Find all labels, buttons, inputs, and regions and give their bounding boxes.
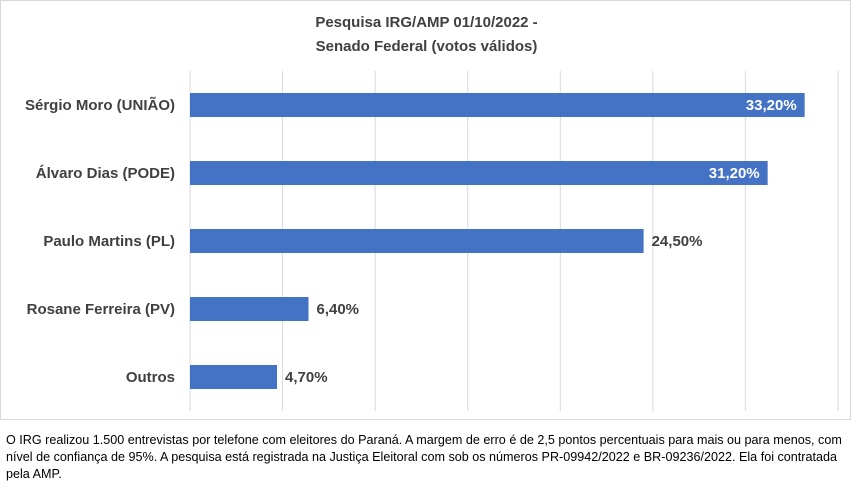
survey-footnote: O IRG realizou 1.500 entrevistas por tel…	[6, 433, 842, 481]
chart-title-line-1: Pesquisa IRG/AMP 01/10/2022 -	[315, 14, 538, 31]
bar	[190, 229, 644, 253]
data-label: 6,40%	[316, 301, 359, 318]
category-label: Outros	[126, 369, 175, 386]
data-label: 31,20%	[709, 165, 760, 182]
category-label: Sérgio Moro (UNIÃO)	[25, 96, 175, 114]
data-label: 24,50%	[652, 233, 703, 250]
data-label: 33,20%	[746, 97, 797, 114]
chart-title-line-2: Senado Federal (votos válidos)	[315, 38, 538, 55]
bar-chart-plot: Sérgio Moro (UNIÃO) 33,20% Álvaro Dias (PO…	[25, 71, 839, 411]
bar	[190, 297, 309, 321]
category-label: Paulo Martins (PL)	[43, 233, 175, 250]
category-label: Álvaro Dias (PODE)	[36, 165, 175, 182]
bar	[190, 161, 768, 185]
data-label: 4,70%	[285, 369, 328, 386]
category-label: Rosane Ferreira (PV)	[27, 301, 175, 318]
bar	[190, 365, 278, 389]
chart-container: Pesquisa IRG/AMP 01/10/2022 - Senado Fed…	[0, 0, 851, 420]
bar	[190, 93, 805, 117]
